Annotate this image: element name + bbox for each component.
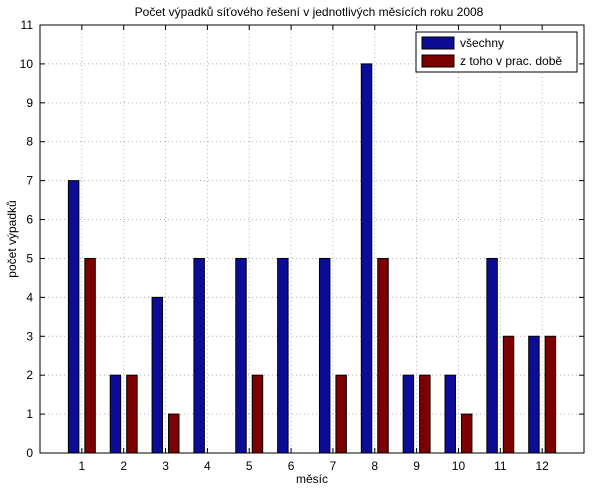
- bar-vsechny: [109, 374, 122, 454]
- bar-vsechny: [444, 374, 456, 454]
- bar-vsechny: [151, 296, 164, 454]
- x-tick-label: 1: [79, 459, 86, 473]
- y-tick-label: 10: [20, 57, 34, 71]
- y-tick-label: 3: [26, 329, 33, 343]
- x-tick-label: 9: [413, 459, 420, 473]
- bar-v-praci: [251, 374, 264, 454]
- x-tick-label: 7: [330, 459, 337, 473]
- legend-swatch-v-praci: [421, 54, 455, 68]
- x-tick-label: 5: [246, 459, 253, 473]
- bar-v-praci: [544, 335, 557, 454]
- bar-vsechny: [193, 257, 205, 454]
- y-tick-label: 7: [26, 174, 33, 188]
- y-tick-label: 2: [26, 368, 33, 382]
- bar-vsechny: [277, 257, 289, 454]
- x-tick-label: 8: [371, 459, 378, 473]
- bar-v-praci: [335, 374, 347, 454]
- x-tick-label: 6: [288, 459, 295, 473]
- y-tick-label: 11: [21, 18, 34, 32]
- bar-v-praci: [460, 413, 473, 454]
- bar-vsechny: [528, 335, 540, 454]
- plot-area: [40, 25, 584, 453]
- legend: všechny z toho v prac. době: [415, 31, 578, 73]
- y-tick-label: 0: [26, 446, 33, 460]
- x-tick-label: 3: [162, 459, 169, 473]
- legend-label-v-praci: z toho v prac. době: [460, 54, 562, 68]
- bar-vsechny: [486, 257, 498, 454]
- chart-title: Počet výpadků síťového řešení v jednotli…: [135, 5, 484, 19]
- axis-ticks: [40, 24, 584, 454]
- grid: [40, 25, 584, 453]
- bar-vsechny: [402, 374, 415, 454]
- y-tick-label: 5: [26, 251, 33, 265]
- y-tick-label: 6: [26, 213, 33, 227]
- bars: [67, 63, 557, 454]
- bar-v-praci: [377, 257, 389, 454]
- x-tick-labels: 1 2 3 4 5 6 7 8 9 10 11 12: [79, 459, 550, 473]
- bar-v-praci: [502, 335, 515, 454]
- bar-vsechny: [360, 63, 373, 454]
- y-tick-labels: 0 1 2 3 4 5 6 7 8 9 10 11: [20, 18, 34, 460]
- bar-v-praci: [84, 257, 96, 454]
- bar-v-praci: [168, 413, 180, 454]
- x-tick-label: 10: [452, 459, 466, 473]
- y-tick-label: 8: [26, 135, 33, 149]
- bar-v-praci: [419, 374, 431, 454]
- bar-v-praci: [126, 374, 138, 454]
- bar-vsechny: [67, 180, 80, 454]
- bar-vsechny: [235, 257, 247, 454]
- y-tick-label: 9: [26, 96, 33, 110]
- x-tick-label: 12: [535, 459, 549, 473]
- x-axis-label: měsíc: [296, 472, 328, 486]
- legend-swatch-vsechny: [421, 36, 455, 50]
- y-axis-label: počet výpadků: [5, 200, 19, 277]
- x-tick-label: 4: [204, 459, 211, 473]
- plot-frame: [39, 24, 585, 454]
- y-tick-label: 1: [26, 407, 33, 421]
- bar-vsechny: [318, 257, 331, 454]
- x-tick-label: 11: [494, 459, 507, 473]
- x-tick-label: 2: [120, 459, 127, 473]
- y-tick-label: 4: [26, 290, 33, 304]
- legend-label-vsechny: všechny: [460, 36, 504, 50]
